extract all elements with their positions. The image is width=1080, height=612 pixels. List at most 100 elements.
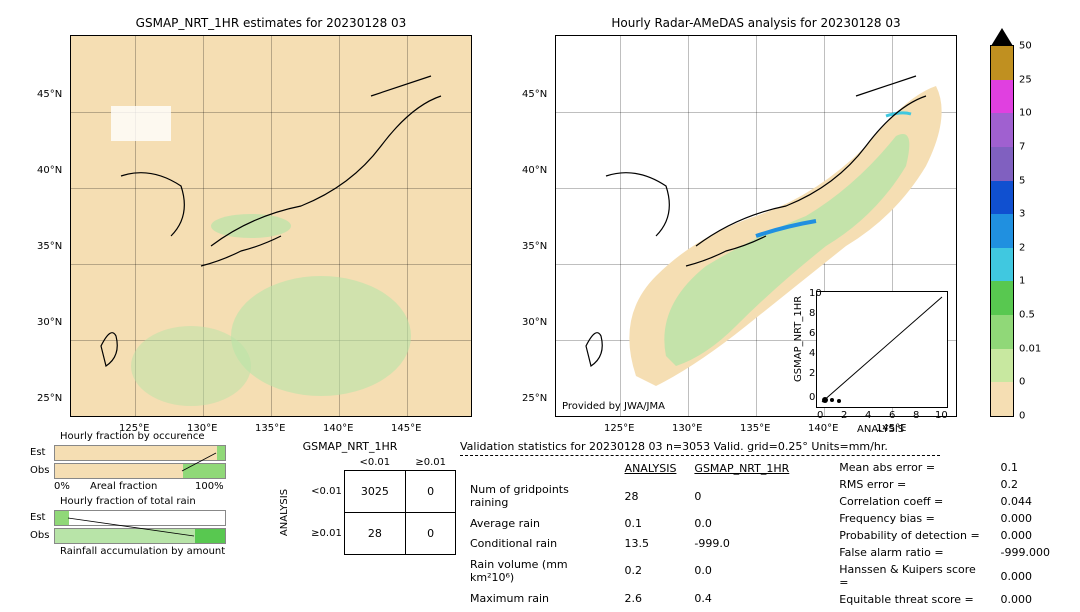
inset-ytick: 6	[809, 328, 815, 339]
row-header: ≥0.01	[309, 513, 344, 555]
colorbar-segment	[991, 80, 1013, 114]
stat-label: Rain volume (mm km²10⁶)	[462, 554, 615, 587]
inset-xtick: 6	[889, 410, 895, 421]
col-label: ANALYSIS	[617, 460, 685, 478]
score-label: False alarm ratio =	[831, 545, 990, 560]
xaxis-left: 0%	[54, 481, 70, 492]
stat-val: 13.5	[617, 534, 685, 552]
colorbar-label: 25	[1019, 74, 1032, 85]
colorbar-segment	[991, 315, 1013, 349]
xtick: 135°E	[255, 423, 285, 434]
stat-val: 2.6	[617, 589, 685, 607]
validation-panel: Validation statistics for 20230128 03 n=…	[460, 440, 1060, 609]
inset-ylabel: GSMAP_NRT_1HR	[793, 296, 804, 382]
occurrence-title: Hourly fraction by occurence	[60, 431, 204, 442]
score-label: Equitable threat score =	[831, 592, 990, 607]
colorbar-label: 3	[1019, 209, 1025, 220]
colorbar-label: 50	[1019, 41, 1032, 52]
validation-header: Validation statistics for 20230128 03 n=…	[460, 440, 1060, 453]
xtick: 140°E	[323, 423, 353, 434]
col-header: ≥0.01	[405, 455, 456, 471]
colorbar-label: 7	[1019, 141, 1025, 152]
ytick: 30°N	[37, 317, 62, 328]
colorbar-segment	[991, 214, 1013, 248]
xtick: 130°E	[672, 423, 702, 434]
colorbar-label: 0.01	[1019, 343, 1041, 354]
contingency-table: GSMAP_NRT_1HR <0.01 ≥0.01 ANALYSIS <0.01…	[260, 440, 440, 555]
colorbar-segment	[991, 181, 1013, 215]
colorbar-segment	[991, 248, 1013, 282]
score-val: 0.1	[993, 460, 1058, 475]
ytick: 25°N	[522, 393, 547, 404]
stat-val: 0.2	[617, 554, 685, 587]
validation-table-right: Mean abs error =0.1 RMS error =0.2 Corre…	[829, 458, 1060, 609]
row-label: Obs	[30, 530, 49, 541]
col-label: GSMAP_NRT_1HR	[686, 460, 797, 478]
totalrain-title: Hourly fraction of total rain	[60, 496, 196, 507]
xtick: 145°E	[391, 423, 421, 434]
cell: 28	[344, 513, 405, 555]
colorbar-label: 2	[1019, 242, 1025, 253]
score-val: 0.2	[993, 477, 1058, 492]
stat-val: 0.0	[686, 515, 797, 533]
score-label: Probability of detection =	[831, 528, 990, 543]
xtick: 140°E	[808, 423, 838, 434]
left-map-panel: GSMAP_NRT_1HR estimates for 20230128 03 …	[70, 35, 472, 417]
colorbar-segment	[991, 147, 1013, 181]
colorbar-segment	[991, 113, 1013, 147]
stat-val: 0.4	[686, 589, 797, 607]
cell: 0	[405, 513, 456, 555]
inset-xtick: 4	[865, 410, 871, 421]
stat-val: 0.1	[617, 515, 685, 533]
ytick: 45°N	[522, 89, 547, 100]
map-attribution: Provided by JWA/JMA	[562, 401, 665, 412]
stat-label: Conditional rain	[462, 534, 615, 552]
ytick: 45°N	[37, 89, 62, 100]
ytick: 40°N	[37, 165, 62, 176]
ytick: 35°N	[37, 241, 62, 252]
colorbar-segment	[991, 382, 1013, 416]
inset-xtick: 8	[913, 410, 919, 421]
inset-ytick: 10	[809, 288, 822, 299]
contingency-title: GSMAP_NRT_1HR	[260, 440, 440, 453]
inset-xtick: 2	[841, 410, 847, 421]
ytick: 25°N	[37, 393, 62, 404]
inset-ytick: 4	[809, 348, 815, 359]
xaxis-label: Areal fraction	[90, 481, 157, 492]
colorbar-label: 0	[1019, 377, 1025, 388]
colorbar-segment	[991, 281, 1013, 315]
stat-label: Maximum rain	[462, 589, 615, 607]
stat-label: Num of gridpoints raining	[462, 480, 615, 513]
inset-ytick: 8	[809, 308, 815, 319]
row-label: Obs	[30, 465, 49, 476]
score-val: 0.044	[993, 494, 1058, 509]
right-map-panel: Hourly Radar-AMeDAS analysis for 2023012…	[555, 35, 957, 417]
totalrain-footer: Rainfall accumulation by amount	[60, 546, 225, 557]
colorbar-segment	[991, 349, 1013, 383]
xtick: 145°E	[876, 423, 906, 434]
score-label: RMS error =	[831, 477, 990, 492]
colorbar-label: 0	[1019, 411, 1025, 422]
colorbar-label: 1	[1019, 276, 1025, 287]
ytick: 30°N	[522, 317, 547, 328]
inset-ytick: 2	[809, 368, 815, 379]
score-val: 0.000	[993, 511, 1058, 526]
inset-xtick: 10	[935, 410, 948, 421]
score-label: Mean abs error =	[831, 460, 990, 475]
left-map-title: GSMAP_NRT_1HR estimates for 20230128 03	[71, 16, 471, 30]
inset-ytick: 0	[809, 392, 815, 403]
cell: 3025	[344, 471, 405, 513]
stat-val: 28	[617, 480, 685, 513]
score-val: 0.000	[993, 528, 1058, 543]
scatter-inset: 10 8 6 4 2 0 0 2 4 6 8 10 ANALYSIS GSMAP…	[816, 291, 948, 408]
validation-table-left: ANALYSISGSMAP_NRT_1HR Num of gridpoints …	[460, 458, 799, 609]
colorbar-label: 0.5	[1019, 310, 1035, 321]
score-label: Frequency bias =	[831, 511, 990, 526]
score-val: 0.000	[993, 562, 1058, 590]
row-label: Est	[30, 447, 45, 458]
right-map-title: Hourly Radar-AMeDAS analysis for 2023012…	[556, 16, 956, 30]
ytick: 35°N	[522, 241, 547, 252]
xtick: 125°E	[604, 423, 634, 434]
colorbar-label: 10	[1019, 108, 1032, 119]
row-header: <0.01	[309, 471, 344, 513]
